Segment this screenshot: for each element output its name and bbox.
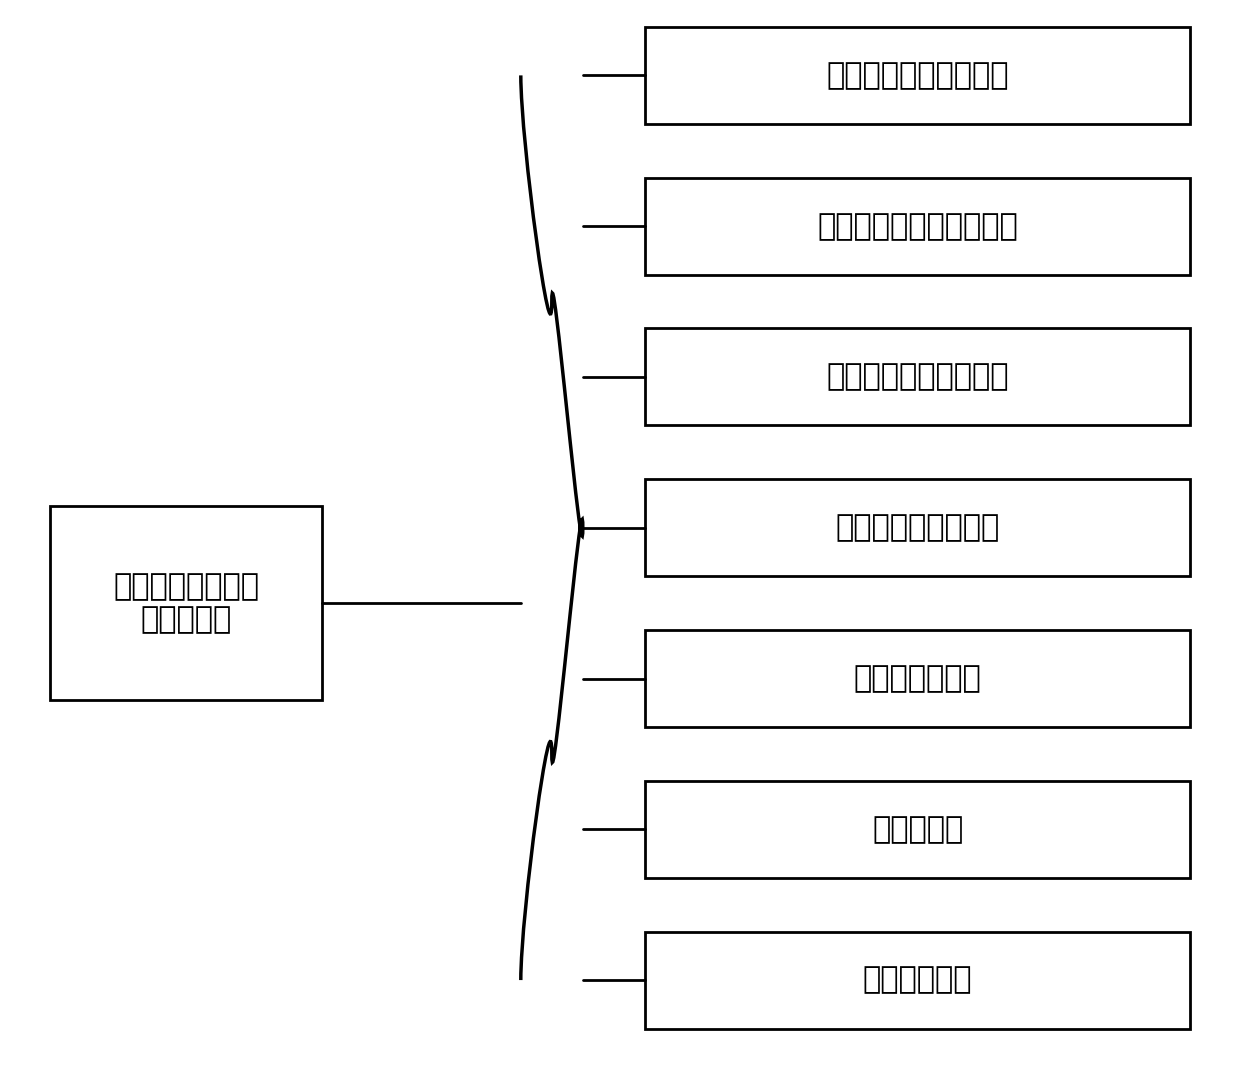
- FancyBboxPatch shape: [645, 178, 1190, 275]
- FancyBboxPatch shape: [645, 932, 1190, 1029]
- Text: 土壤酸碱度监测传感器: 土壤酸碱度监测传感器: [826, 363, 1009, 391]
- Text: 土壤修复微生物喷淋装置: 土壤修复微生物喷淋装置: [817, 212, 1018, 240]
- FancyBboxPatch shape: [645, 479, 1190, 576]
- Text: 微电脑控制系统: 微电脑控制系统: [853, 665, 982, 693]
- FancyBboxPatch shape: [645, 781, 1190, 878]
- Text: 金属离子电动修复装置: 金属离子电动修复装置: [826, 61, 1009, 89]
- FancyBboxPatch shape: [645, 328, 1190, 425]
- Text: 原位全自动污染土
壤修复装置: 原位全自动污染土 壤修复装置: [113, 572, 259, 634]
- Text: 旋耕翻土装置: 旋耕翻土装置: [863, 966, 972, 994]
- FancyBboxPatch shape: [645, 630, 1190, 727]
- Text: 金属整合剂注入装置: 金属整合剂注入装置: [836, 514, 999, 542]
- FancyBboxPatch shape: [645, 27, 1190, 124]
- FancyBboxPatch shape: [50, 506, 322, 700]
- Text: 燃油型机车: 燃油型机车: [872, 815, 963, 843]
